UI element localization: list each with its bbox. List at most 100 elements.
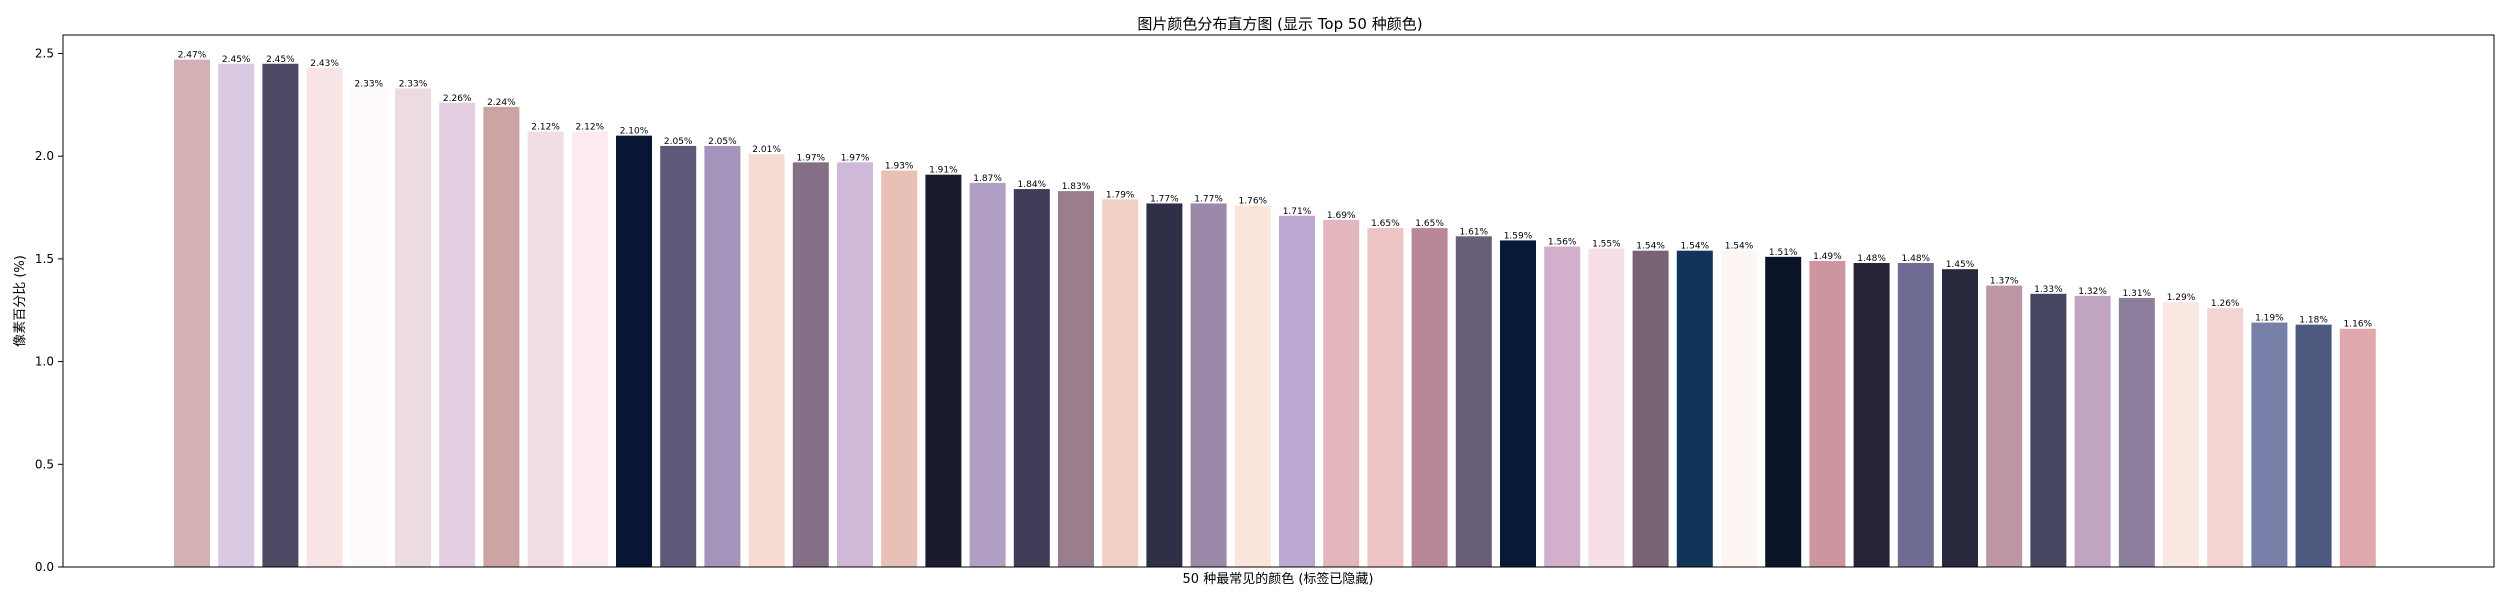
bar	[1853, 263, 1890, 567]
y-tick-label: 0.5	[35, 457, 54, 471]
bar-value-label: 1.18%	[2299, 316, 2328, 326]
bar-value-label: 1.97%	[797, 153, 826, 163]
bar-value-label: 1.59%	[1504, 231, 1533, 241]
bar	[571, 131, 608, 568]
bar-value-label: 1.65%	[1415, 219, 1444, 229]
bar-value-label: 1.83%	[1062, 182, 1091, 192]
bar-value-label: 2.47%	[178, 51, 207, 61]
bar-value-label: 2.12%	[576, 123, 605, 133]
bar	[2251, 322, 2288, 567]
bar	[1588, 248, 1625, 567]
bar-value-label: 1.54%	[1681, 242, 1710, 252]
bar	[1500, 240, 1536, 568]
y-axis: 0.0 0.5 1.0 1.5 2.0 2.5	[35, 46, 63, 574]
y-tick-label: 1.5	[35, 252, 54, 266]
bar-labels-layer: 2.47% 2.45% 2.45% 2.43% 2.33% 2.33% 2.26% 2.24%…	[178, 51, 2373, 330]
bar	[2074, 295, 2111, 567]
bar	[925, 174, 962, 568]
bar	[1190, 203, 1227, 567]
bar	[1809, 260, 1846, 567]
bar	[483, 106, 520, 567]
bar-value-label: 2.33%	[355, 79, 384, 89]
bar	[748, 154, 785, 567]
bar-value-label: 1.29%	[2167, 293, 2196, 303]
bar-value-label: 1.37%	[1990, 277, 2019, 287]
bar-value-label: 1.33%	[2034, 285, 2063, 295]
bar-value-label: 1.65%	[1371, 219, 1400, 229]
y-tick-label: 1.0	[35, 355, 54, 369]
bar	[1013, 189, 1050, 567]
bar	[1102, 199, 1139, 567]
x-axis-label: 50 种最常见的颜色 (标签已隐藏)	[1183, 571, 1374, 587]
bar	[174, 59, 210, 567]
bar	[1279, 215, 1315, 567]
bar-value-label: 1.51%	[1769, 248, 1798, 258]
bar-value-label: 2.01%	[752, 145, 781, 155]
bar	[2118, 297, 2155, 567]
bar-value-label: 1.56%	[1548, 238, 1577, 248]
bar-value-label: 1.76%	[1239, 196, 1268, 206]
bar-value-label: 1.77%	[1150, 194, 1179, 204]
y-axis-label: 像素百分比 (%)	[13, 255, 28, 347]
bar	[881, 170, 918, 567]
bar	[2295, 324, 2332, 567]
y-tick-label: 2.0	[35, 149, 54, 163]
bar	[1676, 250, 1713, 568]
y-tick-label: 2.5	[35, 46, 54, 60]
bar	[1765, 256, 1802, 567]
bar	[704, 145, 741, 567]
bar	[262, 63, 299, 568]
bar	[1323, 219, 1360, 567]
bar	[527, 131, 564, 568]
bar-value-label: 1.69%	[1327, 211, 1356, 221]
bar	[792, 162, 829, 567]
bar	[837, 162, 873, 567]
bar-value-label: 1.93%	[885, 162, 914, 172]
bar	[1544, 246, 1581, 567]
bar	[1411, 228, 1448, 567]
bar-value-label: 2.33%	[399, 79, 428, 89]
bar	[2207, 308, 2244, 567]
bar-value-label: 1.31%	[2123, 289, 2152, 299]
bar	[306, 67, 343, 567]
bar	[1942, 269, 1978, 567]
bar	[1146, 203, 1183, 567]
bar	[660, 145, 697, 567]
bar-value-label: 1.91%	[929, 166, 958, 176]
y-tick-label: 0.0	[35, 560, 54, 574]
bar-value-label: 1.79%	[1106, 190, 1135, 200]
bar	[1058, 191, 1094, 568]
bar-value-label: 1.19%	[2255, 314, 2284, 324]
bar-value-label: 1.87%	[973, 174, 1002, 184]
bar-value-label: 2.05%	[664, 137, 693, 147]
bar	[1455, 236, 1492, 567]
bar-value-label: 1.54%	[1636, 242, 1665, 252]
bar	[1632, 250, 1669, 568]
bar-value-label: 1.61%	[1460, 227, 1489, 237]
bar	[2030, 293, 2067, 567]
bar-value-label: 2.05%	[708, 137, 737, 147]
bar	[1367, 228, 1404, 567]
bar-value-label: 1.55%	[1592, 240, 1621, 250]
bar	[218, 63, 255, 568]
bar-value-label: 1.84%	[1018, 180, 1047, 190]
bar	[1234, 205, 1271, 567]
bar-value-label: 2.26%	[443, 94, 472, 104]
chart-title: 图片颜色分布直方图 (显示 Top 50 种颜色)	[1137, 15, 1422, 33]
bar	[616, 135, 652, 567]
bars-layer	[174, 59, 2376, 568]
bar-value-label: 1.48%	[1902, 254, 1931, 264]
bar-value-label: 1.48%	[1857, 254, 1886, 264]
bar	[439, 102, 476, 567]
bar-value-label: 2.12%	[531, 123, 560, 133]
bar-value-label: 1.32%	[2078, 287, 2107, 297]
bar-value-label: 1.16%	[2344, 320, 2373, 330]
bar	[2163, 302, 2199, 567]
bar-value-label: 2.45%	[222, 55, 251, 65]
bar	[1986, 285, 2023, 567]
bar	[969, 182, 1006, 567]
bar-value-label: 1.71%	[1283, 207, 1312, 217]
plot-frame	[62, 34, 2495, 568]
bar-value-label: 1.26%	[2211, 299, 2240, 309]
